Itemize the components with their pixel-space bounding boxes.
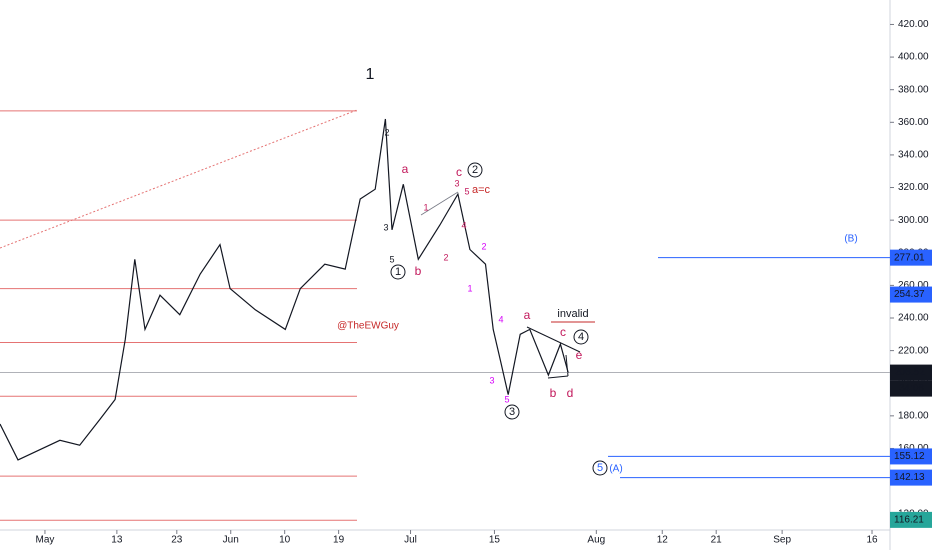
wave-label: 2: [481, 241, 486, 251]
wave-label: a: [402, 162, 409, 176]
wave-circle: [592, 460, 608, 476]
x-tick-label: Jul: [404, 535, 417, 546]
y-tick-label: 240.00: [898, 313, 929, 324]
triangle-line: [547, 375, 569, 379]
x-tick-label: May: [35, 535, 54, 546]
wave-label: (B): [844, 234, 857, 245]
x-tick-label: 21: [711, 535, 723, 546]
wave-label: 5: [504, 394, 509, 404]
wave-label: 4: [578, 331, 584, 343]
price-tag: [890, 364, 932, 381]
wave-label: 3: [489, 375, 494, 385]
wave-circle: [504, 404, 520, 420]
wave-label: 4: [498, 314, 503, 324]
y-tick-label: 380.00: [898, 84, 929, 95]
price-tag-label: 142.13: [894, 472, 925, 483]
price-tag: [890, 448, 932, 465]
y-tick-label: 320.00: [898, 182, 929, 193]
wave-label: 3: [454, 178, 459, 188]
wave-label: a=c: [472, 184, 491, 196]
wave-label: d: [567, 386, 574, 400]
price-tag-label: 206.52: [894, 367, 925, 378]
wave-label: @TheEWGuy: [337, 321, 399, 332]
x-tick-label: 10: [279, 535, 291, 546]
y-tick-label: 260.00: [898, 280, 929, 291]
price-tag: [890, 249, 932, 266]
wave-label: 5: [464, 186, 469, 196]
x-tick-label: Jun: [223, 535, 239, 546]
wave-label: invalid: [557, 308, 588, 320]
price-tag: [890, 469, 932, 486]
y-tick-label: 220.00: [898, 345, 929, 356]
wave-label: e: [576, 348, 583, 362]
countdown-tag: [890, 380, 932, 397]
wave-circle: [390, 264, 406, 280]
wave-label: b: [415, 264, 422, 278]
y-tick-label: 300.00: [898, 215, 929, 226]
wave-label: 4: [461, 220, 466, 230]
y-tick-label: 420.00: [898, 19, 929, 30]
wave-label: a: [524, 308, 531, 322]
wave-label: 1: [423, 202, 428, 212]
wave-circle: [467, 162, 483, 178]
y-tick-label: 340.00: [898, 150, 929, 161]
y-tick-label: 180.00: [898, 410, 929, 421]
wave-label: 2: [472, 164, 478, 176]
price-line: [0, 118, 569, 461]
triangle-line: [526, 326, 581, 353]
price-tag: [890, 511, 932, 528]
wave-label: c: [456, 165, 462, 179]
wave-circle: [573, 329, 589, 345]
wave-label: 1: [395, 266, 401, 278]
x-tick-label: 12: [657, 535, 669, 546]
price-tag-label: 277.01: [894, 252, 925, 263]
wave-label: 3: [383, 222, 388, 232]
wave-label: 1: [366, 66, 375, 83]
x-tick-label: 16: [866, 535, 878, 546]
wave-label: 5: [389, 254, 394, 264]
price-tag-label: 155.12: [894, 451, 925, 462]
wave-label: 1: [467, 283, 472, 293]
trend-line: [420, 191, 459, 216]
wave-label: 3: [509, 406, 515, 418]
wave-label: 2: [384, 127, 389, 137]
wave-label: 5: [597, 462, 603, 474]
x-tick-label: Aug: [587, 535, 605, 546]
price-tag: [890, 286, 932, 303]
x-tick-label: 13: [111, 535, 123, 546]
x-tick-label: 19: [333, 535, 345, 546]
x-tick-label: 23: [171, 535, 183, 546]
x-tick-label: Sep: [773, 535, 791, 546]
x-tick-label: 15: [489, 535, 501, 546]
wave-label: c: [560, 325, 566, 339]
y-tick-label: 400.00: [898, 52, 929, 63]
price-tag-label: 254.37: [894, 289, 925, 300]
wave-label: 2: [443, 252, 448, 262]
wave-label: b: [550, 386, 557, 400]
y-tick-label: 360.00: [898, 117, 929, 128]
price-tag-label: 116.21: [894, 515, 924, 526]
countdown: 34:08: [899, 383, 924, 394]
wave-label: (A): [609, 464, 622, 475]
